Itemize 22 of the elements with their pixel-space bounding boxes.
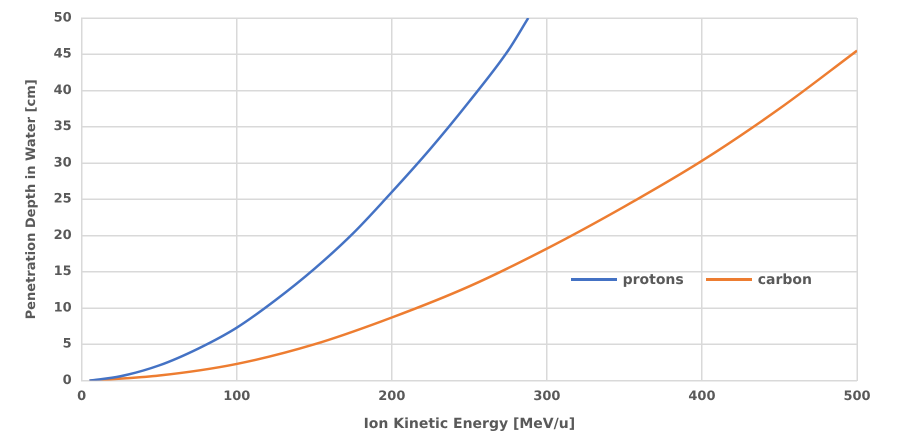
y-tick-label: 25 — [54, 192, 72, 207]
y-axis-title: Penetration Depth in Water [cm] — [24, 79, 40, 320]
y-tick-label: 35 — [54, 119, 72, 134]
y-tick-label: 15 — [54, 264, 72, 280]
x-tick-label: 200 — [378, 388, 406, 404]
y-tick-label: 5 — [62, 336, 72, 352]
legend-label: carbon — [758, 272, 812, 288]
y-tick-label: 40 — [54, 82, 72, 98]
x-tick-label: 300 — [533, 388, 560, 404]
y-tick-label: 50 — [54, 10, 72, 26]
line-series — [88, 18, 530, 381]
x-tick-label: 100 — [223, 388, 250, 404]
x-tick-label: 500 — [843, 388, 871, 404]
y-tick-label: 30 — [54, 155, 72, 170]
legend-label: protons — [622, 272, 684, 288]
y-tick-label: 10 — [54, 300, 72, 316]
y-tick-label: 20 — [54, 228, 72, 243]
y-tick-label: 45 — [54, 46, 72, 62]
x-tick-label: 400 — [688, 388, 716, 404]
x-tick-label: 0 — [77, 388, 86, 404]
x-axis-title: Ion Kinetic Energy [MeV/u] — [364, 416, 576, 432]
y-tick-label: 0 — [62, 372, 72, 388]
